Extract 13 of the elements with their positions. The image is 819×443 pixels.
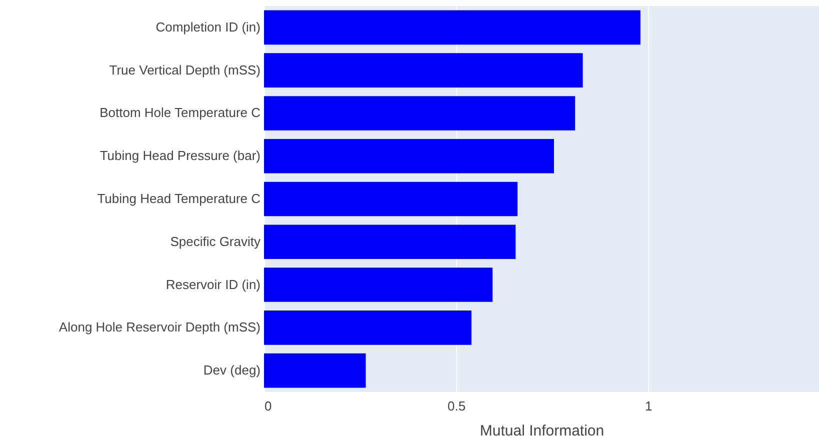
x-tick-label: 1 xyxy=(644,398,652,414)
y-tick-label: True Vertical Depth (mSS) xyxy=(109,62,260,78)
y-tick-label: Bottom Hole Temperature C xyxy=(100,105,260,120)
x-tick-label: 0.5 xyxy=(448,398,466,414)
y-tick-label: Specific Gravity xyxy=(170,234,261,249)
y-tick-label: Completion ID (in) xyxy=(156,19,260,34)
y-tick-label: Along Hole Reservoir Depth (mSS) xyxy=(58,320,260,335)
y-tick-label: Tubing Head Pressure (bar) xyxy=(100,148,260,164)
x-tick-label: 0 xyxy=(264,398,272,414)
y-tick-label: Reservoir ID (in) xyxy=(166,276,260,292)
y-tick-label: Dev (deg) xyxy=(203,362,260,378)
y-tick-label: Tubing Head Temperature C xyxy=(97,191,260,206)
x-axis-title: Mutual Information xyxy=(480,422,604,440)
